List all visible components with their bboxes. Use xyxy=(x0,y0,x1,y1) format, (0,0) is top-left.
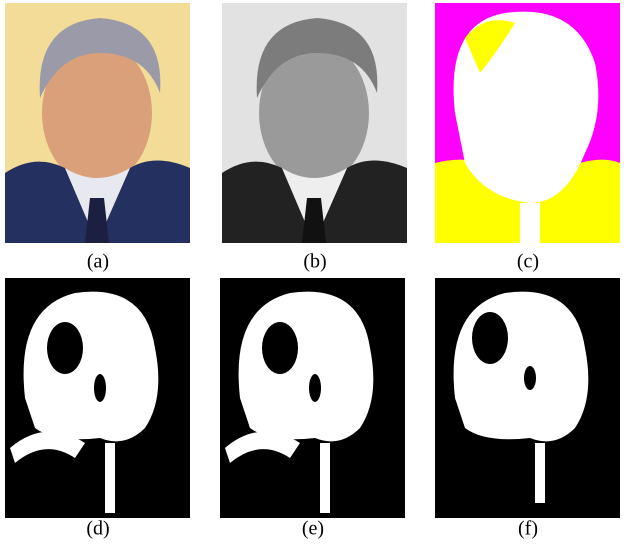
panel-label: (d) xyxy=(86,518,109,540)
mask xyxy=(435,278,620,518)
mask xyxy=(5,278,190,518)
mask xyxy=(220,278,405,518)
photo-gray xyxy=(222,3,407,243)
photo-segmented xyxy=(435,3,620,243)
panel-label: (f) xyxy=(518,518,538,540)
panel-label: (c) xyxy=(517,251,539,273)
panel-label: (e) xyxy=(302,518,324,540)
panel-label: (b) xyxy=(303,251,326,273)
photo-color xyxy=(5,3,190,243)
panel-label: (a) xyxy=(87,251,109,273)
figure-canvas: (a) (b) (c) (d) (e) (f) xyxy=(0,0,624,545)
figure: (a) (b) (c) (d) (e) (f) xyxy=(0,0,624,545)
